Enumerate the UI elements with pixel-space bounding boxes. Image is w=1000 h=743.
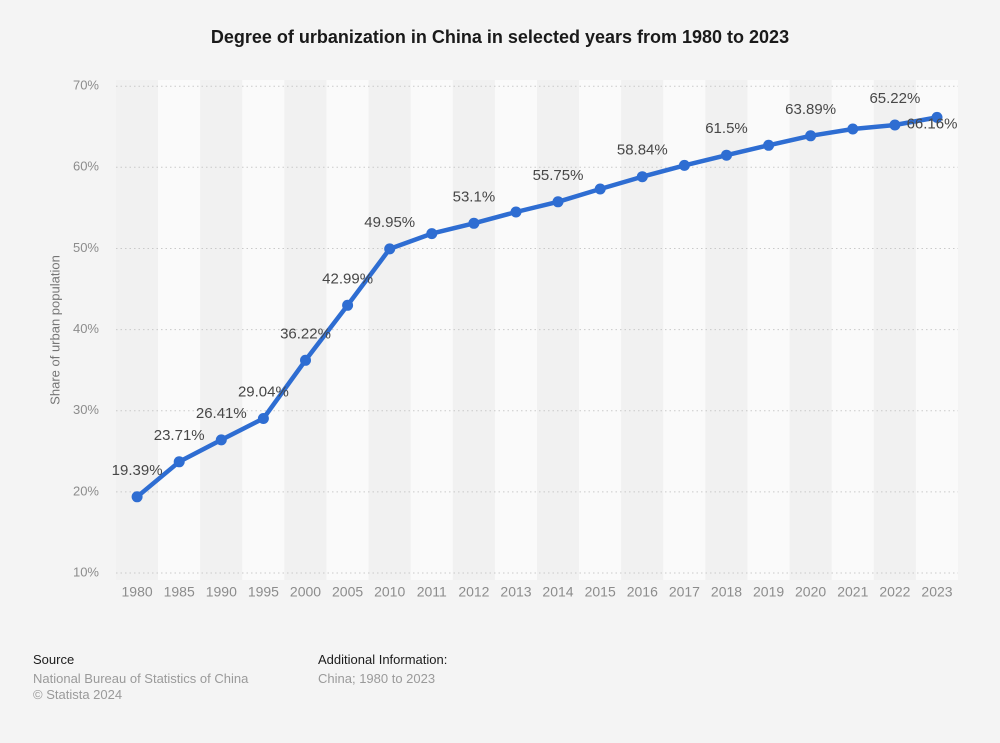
x-tick-label: 2013: [500, 584, 531, 600]
point-label-2016: 58.84%: [617, 142, 668, 159]
data-point-2020[interactable]: [805, 130, 817, 142]
y-tick-label: 40%: [73, 321, 99, 336]
data-point-2022[interactable]: [889, 119, 901, 131]
chart-svg: 10% 20% 30% 40% 50% 60% 70% 1980 1985 1990 1995 200…: [73, 78, 958, 600]
x-tick-label: 2000: [290, 584, 321, 600]
source-label: Source: [33, 652, 75, 667]
x-tick-label: 1990: [206, 584, 237, 600]
point-label-2023: 66.16%: [907, 115, 958, 132]
x-tick-label: 2016: [627, 584, 658, 600]
x-tick-label: 2018: [711, 584, 742, 600]
point-label-1985: 23.71%: [154, 427, 205, 444]
plot-band: [579, 80, 622, 580]
plot-band: [831, 80, 874, 580]
point-label-2012: 53.1%: [453, 188, 496, 205]
plot-band: [368, 80, 411, 580]
y-tick-label: 20%: [73, 483, 99, 498]
x-tick-label: 2021: [837, 584, 868, 600]
point-label-2010: 49.95%: [364, 214, 415, 231]
data-point-2000[interactable]: [300, 354, 311, 366]
additional-info-label: Additional Information:: [318, 652, 448, 667]
plot-band: [452, 80, 495, 580]
data-point-2021[interactable]: [847, 123, 859, 135]
point-label-2000: 36.22%: [280, 325, 331, 342]
data-point-2019[interactable]: [763, 139, 775, 151]
plot-band: [705, 80, 748, 580]
source-block: Source National Bureau of Statistics of …: [33, 651, 248, 703]
x-tick-label: 2017: [669, 584, 700, 600]
y-tick-label: 60%: [73, 159, 99, 174]
data-point-1985[interactable]: [173, 456, 185, 468]
plot-band: [242, 80, 285, 580]
data-point-2014[interactable]: [552, 196, 564, 208]
data-point-1980[interactable]: [131, 491, 143, 503]
x-tick-label: 2010: [374, 584, 405, 600]
y-tick-label: 70%: [73, 78, 99, 93]
x-tick-label: 2020: [795, 584, 826, 600]
x-tick-label: 2005: [332, 584, 363, 600]
point-label-1980: 19.39%: [112, 462, 163, 479]
point-label-2020: 63.89%: [785, 101, 836, 118]
point-label-2018: 61.5%: [705, 120, 748, 137]
data-point-2018[interactable]: [721, 149, 732, 161]
data-point-1990[interactable]: [215, 434, 227, 446]
x-tick-label: 2015: [585, 584, 616, 600]
point-label-2005: 42.99%: [322, 270, 373, 287]
x-tick-label: 2019: [753, 584, 784, 600]
data-point-2015[interactable]: [594, 183, 606, 195]
y-tick-label: 10%: [73, 564, 99, 579]
x-tick-label: 1995: [248, 584, 279, 600]
y-tick-label: 50%: [73, 240, 99, 255]
chart-title: Degree of urbanization in China in selec…: [210, 27, 790, 47]
trend-line: [134, 115, 940, 500]
x-tick-label: 2014: [542, 584, 573, 600]
additional-info-block: Additional Information: China; 1980 to 2…: [318, 651, 447, 687]
point-label-2022: 65.22%: [869, 90, 920, 107]
data-point-2012[interactable]: [468, 217, 480, 229]
additional-info-value: China; 1980 to 2023: [318, 671, 436, 686]
x-tick-label: 2011: [417, 584, 447, 600]
data-point-2017[interactable]: [678, 159, 690, 171]
x-tick-label: 1985: [164, 584, 195, 600]
plot-band: [326, 80, 369, 580]
data-point-2023[interactable]: [931, 111, 943, 123]
data-point-2016[interactable]: [636, 171, 648, 183]
x-tick-label: 2022: [879, 584, 910, 600]
source-name: National Bureau of Statistics of China: [33, 671, 249, 686]
data-point-2013[interactable]: [510, 206, 522, 218]
statista-copyright: © Statista 2024: [33, 687, 123, 702]
x-tick-label: 1980: [122, 584, 153, 600]
data-point-1995[interactable]: [257, 413, 269, 424]
x-tick-label: 2023: [921, 584, 952, 600]
plot-band: [116, 80, 159, 580]
plot-band: [494, 80, 537, 580]
y-tick-label: 30%: [73, 402, 99, 417]
data-point-2010[interactable]: [384, 243, 396, 255]
point-label-2014: 55.75%: [533, 167, 584, 184]
data-point-2005[interactable]: [342, 299, 354, 311]
x-tick-label: 2012: [458, 584, 489, 600]
data-point-2011[interactable]: [426, 228, 438, 240]
point-label-1990: 26.41%: [196, 405, 247, 422]
point-label-1995: 29.04%: [238, 383, 289, 400]
